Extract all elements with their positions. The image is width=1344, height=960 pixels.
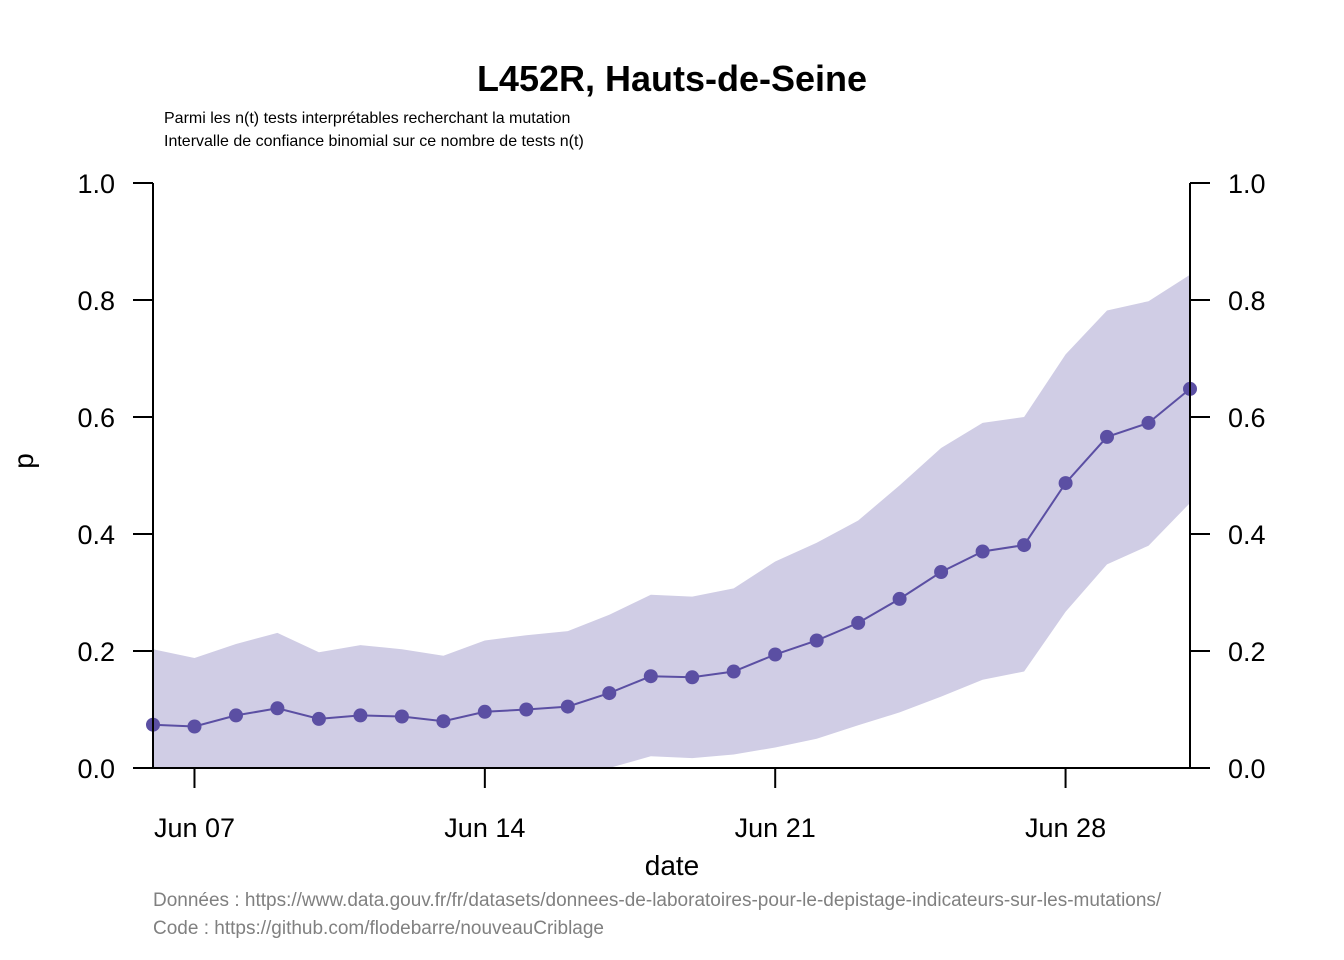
data-point [436,714,451,729]
data-point [851,615,866,630]
y-tick-label-right: 1.0 [1228,169,1266,199]
data-point [1141,415,1156,430]
plot-area [146,274,1197,768]
data-point [602,686,617,701]
x-tick-label: Jun 07 [154,813,235,843]
data-point [560,699,575,714]
y-tick-label-left: 0.6 [77,403,115,433]
data-point [892,591,907,606]
y-tick-label-left: 0.8 [77,286,115,316]
axes: 0.0 0.0 0.2 0.2 0.4 0.4 0.6 0.6 0.8 0.8 1.0 1.0 Jun … [77,169,1265,843]
y-tick-label-right: 0.8 [1228,286,1266,316]
data-point [643,669,658,684]
y-tick-label-right: 0.2 [1228,637,1266,667]
y-tick-label-right: 0.4 [1228,520,1266,550]
data-point [353,708,368,723]
data-point [394,709,409,724]
data-point [519,702,534,717]
chart-subtitle-line-2: Intervalle de confiance binomial sur ce … [164,133,584,150]
data-point [726,664,741,679]
data-point [685,670,700,685]
data-point [270,701,285,716]
x-tick-label: Jun 14 [444,813,525,843]
y-tick-label-right: 0.6 [1228,403,1266,433]
chart-subtitle-line-1: Parmi les n(t) tests interprétables rech… [164,110,570,127]
data-point [934,565,949,579]
y-tick-label-left: 1.0 [77,169,115,199]
x-tick-label: Jun 28 [1025,813,1106,843]
data-point [187,719,202,734]
data-point [229,708,243,723]
data-point [1058,476,1073,491]
data-point [768,647,783,662]
footer-code-source: Code : https://github.com/flodebarre/nou… [153,918,604,939]
x-tick-label: Jun 21 [735,813,816,843]
y-axis-label: p [8,453,39,469]
chart-title: L452R, Hauts-de-Seine [477,58,867,99]
footer-data-source: Données : https://www.data.gouv.fr/fr/da… [153,890,1162,911]
data-point [809,633,824,648]
data-point [311,711,326,726]
data-point [975,544,990,559]
y-tick-label-left: 0.2 [77,637,115,667]
y-tick-label-left: 0.4 [77,520,115,550]
y-tick-label-right: 0.0 [1228,754,1266,784]
data-point [477,704,492,719]
confidence-band [153,274,1190,768]
x-axis-label: date [645,850,700,881]
data-point [1100,429,1114,444]
data-point [1017,538,1032,553]
y-tick-label-left: 0.0 [77,754,115,784]
